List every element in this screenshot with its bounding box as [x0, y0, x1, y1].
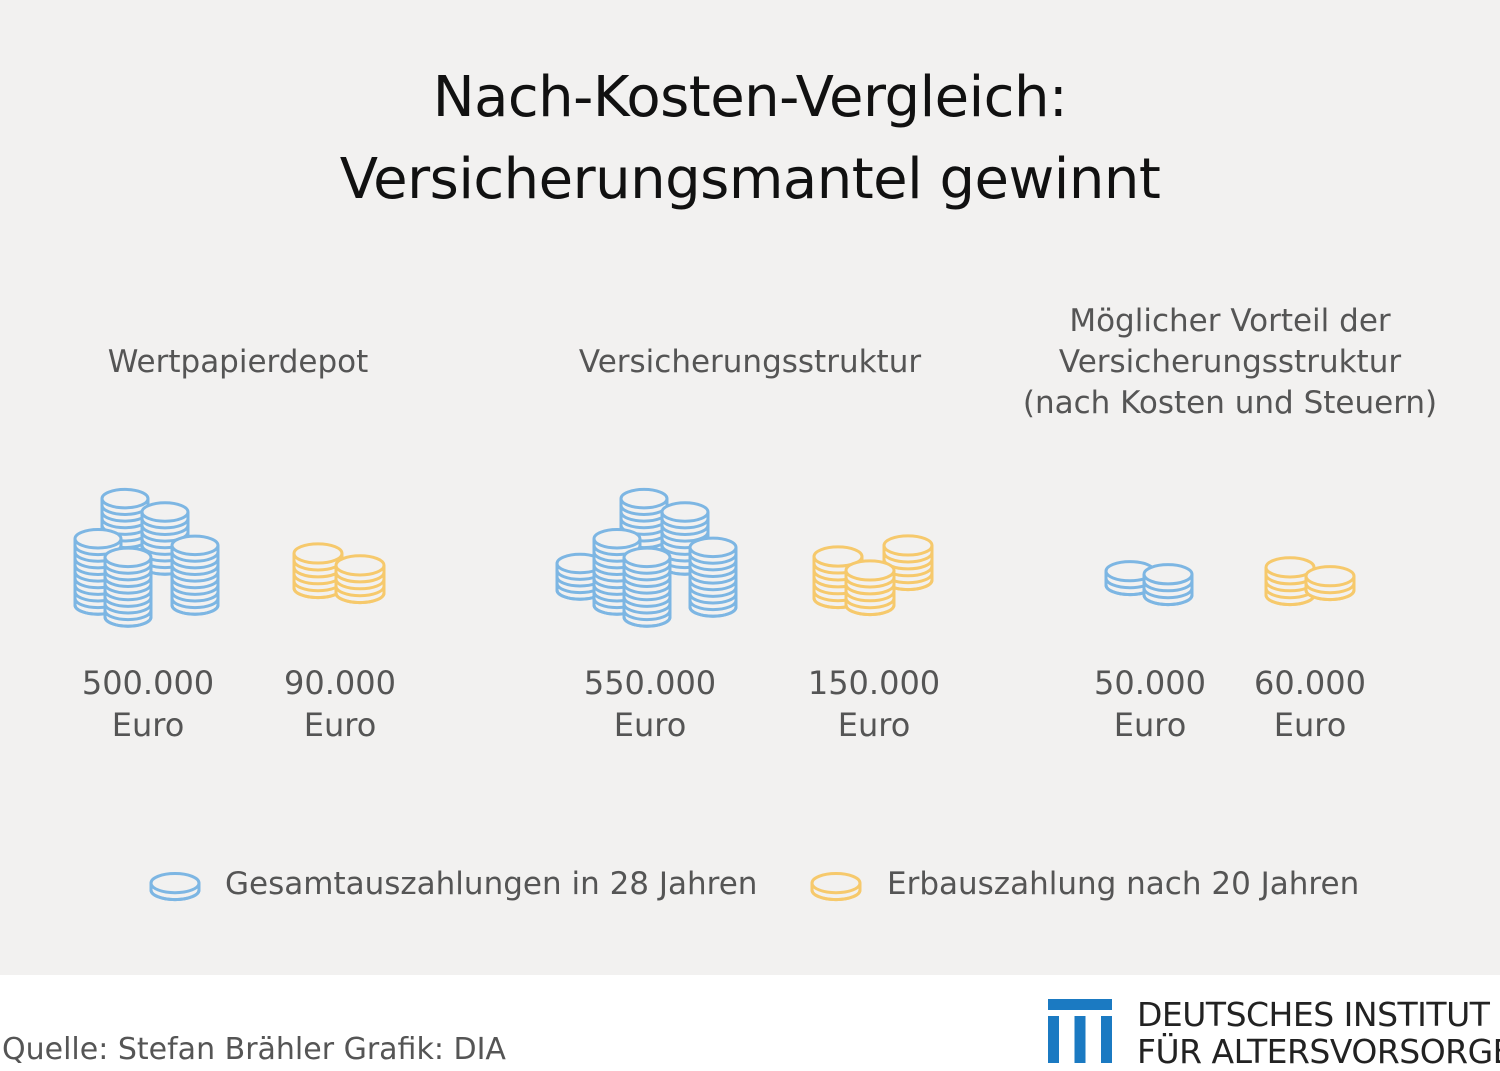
value-unit: Euro: [613, 706, 687, 744]
group-title-line: Versicherungsstruktur: [1058, 344, 1402, 380]
chart-title-line1: Nach-Kosten-Vergleich:: [432, 65, 1068, 130]
legend-label-gesamt: Gesamtauszahlungen in 28 Jahren: [225, 866, 758, 902]
group-title-line: Wertpapierdepot: [107, 344, 369, 380]
value-number: 90.000: [284, 664, 396, 702]
legend-label-erb: Erbauszahlung nach 20 Jahren: [887, 866, 1360, 902]
coin-pile-erb-wertpapierdepot: [292, 542, 386, 605]
coin-pile-erb-versicherungsstruktur: [812, 534, 934, 617]
value-number: 150.000: [807, 664, 941, 702]
coin-pictographs: [73, 487, 1356, 902]
value-label: 90.000 Euro: [220, 662, 460, 746]
group-title-line: Möglicher Vorteil der: [1069, 303, 1391, 339]
value-number: 500.000: [81, 664, 215, 702]
dia-logo-icon: [1048, 999, 1112, 1063]
source-note: Quelle: Stefan Brähler Grafik: DIA: [2, 1032, 506, 1067]
group-title-vorteil: Möglicher Vorteil der Versicherungsstruk…: [1010, 301, 1450, 424]
legend-icon-gesamt: [149, 871, 201, 902]
group-title-wertpapierdepot: Wertpapierdepot: [38, 342, 438, 383]
value-label: 550.000 Euro: [530, 662, 770, 746]
chart-panel: [0, 0, 1500, 975]
value-label: 150.000 Euro: [754, 662, 994, 746]
value-unit: Euro: [837, 706, 911, 744]
value-label: 50.000 Euro: [1030, 662, 1270, 746]
value-number: 60.000: [1254, 664, 1366, 702]
group-title-line: Versicherungsstruktur: [578, 344, 922, 380]
value-number: 550.000: [583, 664, 717, 702]
coin-pile-gesamt-wertpapierdepot: [73, 487, 220, 628]
value-unit: Euro: [1273, 706, 1347, 744]
coin-pile-erb-vorteil: [1264, 556, 1356, 607]
coin-pile-gesamt-versicherungsstruktur: [555, 487, 738, 628]
group-title-line: (nach Kosten und Steuern): [1022, 385, 1438, 421]
group-title-versicherungsstruktur: Versicherungsstruktur: [550, 342, 950, 383]
chart-title-line2: Versicherungsmantel gewinnt: [339, 147, 1161, 212]
value-unit: Euro: [1113, 706, 1187, 744]
value-label: 60.000 Euro: [1190, 662, 1430, 746]
legend-icon-erb: [810, 871, 862, 902]
value-label: 500.000 Euro: [28, 662, 268, 746]
logo-text-line2: FÜR ALTERSVORSORGE: [1137, 1032, 1500, 1071]
value-unit: Euro: [111, 706, 185, 744]
logo-text-line1: DEUTSCHES INSTITUT: [1137, 995, 1490, 1034]
value-number: 50.000: [1094, 664, 1206, 702]
value-unit: Euro: [303, 706, 377, 744]
coin-pile-gesamt-vorteil: [1104, 560, 1194, 607]
